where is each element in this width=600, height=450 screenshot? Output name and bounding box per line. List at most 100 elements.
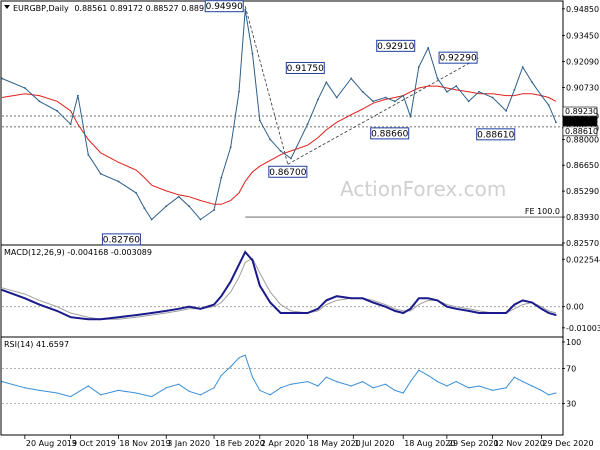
price-point-17 bbox=[220, 176, 223, 179]
macd-point-34 bbox=[409, 308, 412, 310]
macd-point-35 bbox=[418, 297, 420, 299]
annotation-box bbox=[476, 128, 516, 141]
annotation-label: 0.86700 bbox=[269, 168, 306, 178]
rsi-point-32 bbox=[394, 389, 396, 391]
macd-axis: 0.022544 0.00 -0.010039 bbox=[562, 255, 600, 333]
rsi-point-6 bbox=[100, 394, 102, 396]
current-price-0.88610: 0.88610 bbox=[562, 126, 598, 137]
x-tick-label: 29 Dec 2020 bbox=[542, 439, 593, 448]
symbol-dropdown-icon[interactable] bbox=[4, 5, 10, 9]
macd-point-14 bbox=[213, 303, 215, 306]
macd-point-11 bbox=[178, 308, 180, 310]
rsi-panel-frame bbox=[0, 336, 564, 436]
price-tick-label: 0.83930 bbox=[566, 213, 599, 222]
macd-point-7 bbox=[117, 316, 120, 318]
macd-point-31 bbox=[384, 306, 387, 308]
price-point-15 bbox=[199, 218, 202, 221]
annotation-0.82760: 0.82760 bbox=[101, 233, 141, 246]
rsi-tick-label: 30 bbox=[566, 400, 576, 409]
annotation-0.88610: 0.88610 bbox=[476, 128, 516, 141]
price-point-36 bbox=[409, 115, 412, 118]
annotation-label: 0.92290 bbox=[439, 54, 476, 64]
price-point-35 bbox=[402, 94, 405, 97]
price-trendlines bbox=[244, 6, 480, 165]
x-tick-label: 18 Aug 2020 bbox=[404, 439, 455, 448]
price-axis: 0.94850 0.93450 0.92090 0.90730 0.89230 0.886… bbox=[562, 5, 599, 248]
macd-point-38 bbox=[446, 306, 448, 308]
annotation-box bbox=[370, 127, 410, 140]
rsi-point-17 bbox=[238, 357, 240, 359]
price-annotations: 0.94990 0.92910 0.92290 0.91750 0.88660 0.886… bbox=[101, 0, 516, 246]
price-header: EURGBP,Daily 0.88561 0.89172 0.88527 0.8… bbox=[13, 4, 214, 13]
macd-main bbox=[1, 250, 557, 321]
rsi-header: RSI(14) 41.6597 bbox=[4, 340, 69, 349]
macd-line bbox=[1, 250, 557, 321]
macd-point-29 bbox=[362, 297, 364, 299]
rsi-point-12 bbox=[188, 390, 190, 392]
rsi-point-28 bbox=[350, 385, 352, 387]
price-point-42 bbox=[467, 100, 470, 103]
rsi-levels bbox=[2, 368, 562, 404]
rsi-point-49 bbox=[555, 392, 557, 394]
rsi-point-25 bbox=[317, 385, 319, 387]
price-point-45 bbox=[505, 109, 508, 112]
annotation-box bbox=[285, 61, 325, 74]
macd-point-23 bbox=[290, 312, 292, 314]
rsi-point-23 bbox=[290, 383, 292, 385]
price-point-23 bbox=[269, 138, 272, 141]
trendline-0 bbox=[244, 6, 289, 165]
rsi-point-38 bbox=[446, 385, 448, 387]
macd-point-49 bbox=[555, 314, 557, 316]
rsi-point-10 bbox=[165, 387, 167, 389]
macd-point-5 bbox=[87, 318, 89, 320]
annotation-box bbox=[204, 0, 244, 13]
rsi-point-46 bbox=[531, 385, 533, 387]
rsi-tick-label: 100 bbox=[566, 338, 581, 347]
price-point-6 bbox=[87, 153, 90, 156]
rsi-point-9 bbox=[151, 395, 153, 398]
macd-point-28 bbox=[350, 297, 352, 299]
price-point-30 bbox=[350, 77, 353, 80]
rsi-point-29 bbox=[362, 381, 364, 383]
price-point-46 bbox=[513, 88, 516, 91]
price-point-43 bbox=[478, 90, 480, 93]
rsi-point-36 bbox=[427, 374, 429, 377]
watermark: ActionForex.com bbox=[340, 177, 506, 201]
macd-point-27 bbox=[336, 295, 338, 297]
rsi-point-34 bbox=[409, 381, 412, 383]
price-point-3 bbox=[56, 109, 58, 112]
price-line bbox=[1, 9, 557, 221]
rsi-point-44 bbox=[513, 376, 516, 378]
rsi-point-20 bbox=[259, 389, 261, 391]
price-point-50 bbox=[547, 104, 550, 107]
price-point-10 bbox=[143, 207, 146, 210]
macd-point-6 bbox=[100, 318, 102, 320]
current-price-label: 0.88610 bbox=[565, 127, 598, 136]
rsi-point-14 bbox=[213, 387, 215, 389]
macd-point-18 bbox=[244, 251, 246, 253]
price-point-5 bbox=[76, 94, 79, 97]
rsi-tick-label: 70 bbox=[566, 364, 576, 373]
rsi-point-5 bbox=[87, 385, 89, 387]
x-tick-label: 3 Jan 2020 bbox=[167, 439, 210, 448]
price-header-title: EURGBP,Daily bbox=[13, 4, 69, 13]
price-series bbox=[1, 8, 557, 221]
macd-point-12 bbox=[188, 306, 190, 308]
current-price-0.89230: 0.89230 bbox=[562, 106, 598, 117]
rsi-point-15 bbox=[220, 374, 222, 377]
macd-point-32 bbox=[394, 310, 396, 312]
macd-point-3 bbox=[56, 310, 58, 312]
price-point-39 bbox=[436, 77, 439, 80]
rsi-point-41 bbox=[478, 385, 480, 387]
rsi-point-39 bbox=[455, 381, 457, 383]
price-point-1 bbox=[23, 87, 26, 89]
price-point-38 bbox=[427, 47, 430, 49]
sma-line bbox=[1, 85, 557, 205]
macd-point-2 bbox=[38, 303, 41, 306]
rsi-point-27 bbox=[336, 381, 338, 383]
macd-tick-label: -0.010039 bbox=[566, 324, 600, 333]
trendline-1 bbox=[287, 57, 480, 165]
x-tick-label: 18 Feb 2020 bbox=[215, 439, 265, 448]
macd-point-10 bbox=[165, 310, 167, 312]
